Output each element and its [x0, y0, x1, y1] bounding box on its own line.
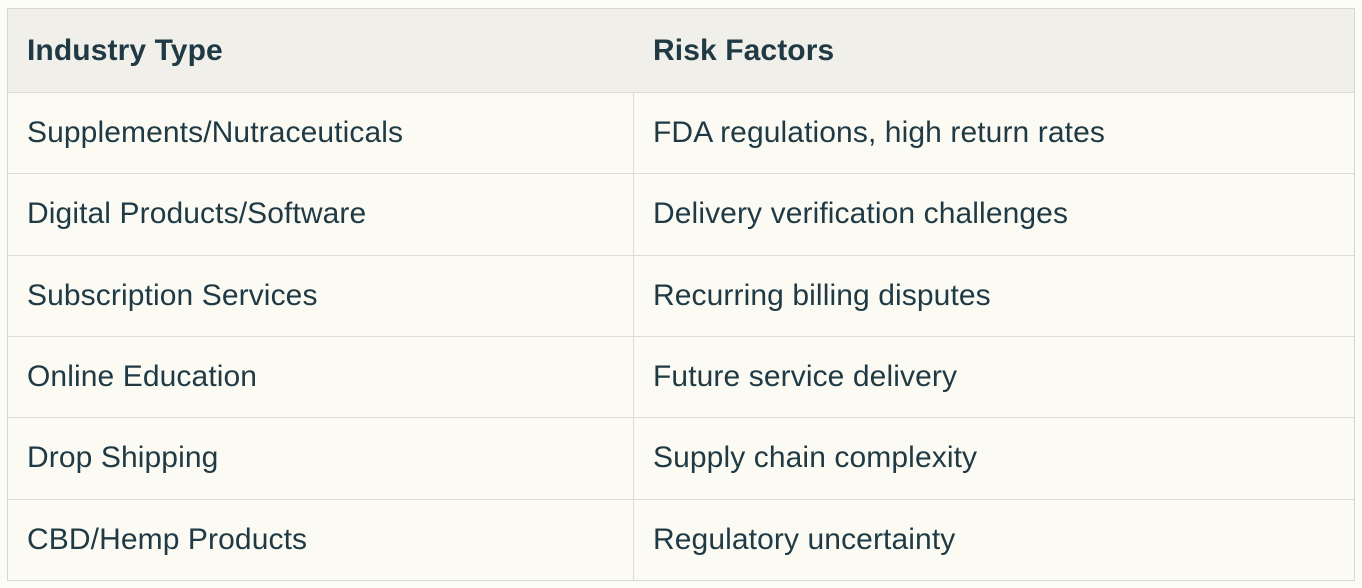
cell-industry: Online Education [8, 336, 634, 418]
header-cell-risk-factors: Risk Factors [653, 33, 835, 67]
cell-risk: Delivery verification challenges [653, 197, 1069, 231]
cell-industry: CBD/Hemp Products [8, 499, 634, 580]
cell-industry: Digital Products/Software [8, 174, 634, 255]
header-cell-industry-type: Industry Type [27, 33, 223, 67]
cell-risk: Future service delivery [653, 360, 958, 394]
table-row: Supplements/Nutraceuticals FDA regulatio… [8, 92, 1354, 174]
cell-industry: Drop Shipping [8, 418, 634, 499]
table-row: Online Education Future service delivery [8, 335, 1354, 418]
cell-risk: FDA regulations, high return rates [653, 116, 1105, 150]
table-row: Digital Products/Software Delivery verif… [8, 173, 1354, 255]
table-row: Subscription Services Recurring billing … [8, 254, 1354, 336]
cell-industry: Subscription Services [8, 255, 634, 336]
table-row: Drop Shipping Supply chain complexity [8, 417, 1354, 499]
cell-risk: Supply chain complexity [653, 441, 978, 475]
industry-risk-table: Industry Type Risk Factors Supplements/N… [7, 8, 1355, 581]
table-header-row: Industry Type Risk Factors [8, 9, 1354, 92]
cell-risk: Regulatory uncertainty [653, 522, 956, 556]
cell-industry: Supplements/Nutraceuticals [8, 93, 634, 174]
cell-risk: Recurring billing disputes [653, 278, 991, 312]
table-row: CBD/Hemp Products Regulatory uncertainty [8, 498, 1354, 580]
